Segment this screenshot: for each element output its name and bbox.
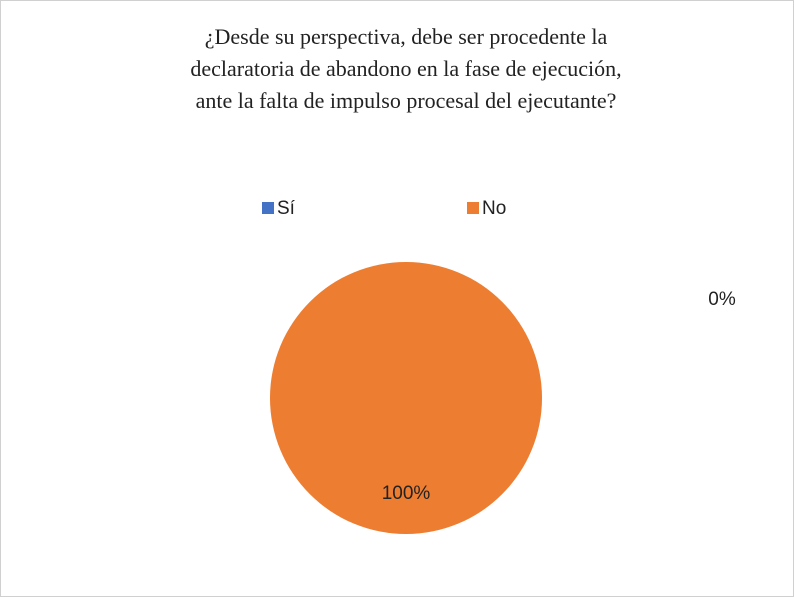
legend-label: Sí (277, 198, 296, 219)
legend-label: No (482, 198, 506, 219)
chart-title: ¿Desde su perspectiva, debe ser proceden… (205, 24, 608, 49)
chart-title: ante la falta de impulso procesal del ej… (196, 88, 617, 113)
data-label: 0% (708, 289, 736, 310)
pie-slice (270, 262, 542, 534)
legend-swatch (262, 202, 274, 214)
legend-swatch (467, 202, 479, 214)
data-label: 100% (382, 483, 431, 504)
chart-title: declaratoria de abandono en la fase de e… (190, 56, 621, 81)
